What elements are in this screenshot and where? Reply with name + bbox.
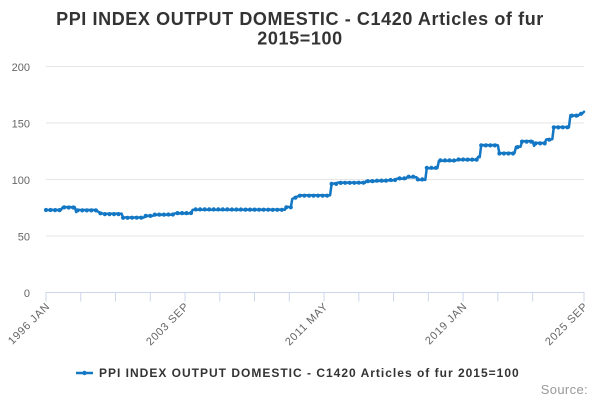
svg-text:150: 150 <box>12 119 30 131</box>
svg-text:PPI INDEX OUTPUT DOMESTIC - C1: PPI INDEX OUTPUT DOMESTIC - C1420 Articl… <box>99 366 520 380</box>
svg-text:PPI INDEX OUTPUT DOMESTIC - C1: PPI INDEX OUTPUT DOMESTIC - C1420 Articl… <box>56 9 544 29</box>
svg-text:200: 200 <box>12 62 30 74</box>
svg-text:2003 SEP: 2003 SEP <box>144 301 191 348</box>
svg-text:2025 SEP: 2025 SEP <box>543 301 590 348</box>
svg-text:2011 MAY: 2011 MAY <box>283 301 331 349</box>
svg-text:2019 JAN: 2019 JAN <box>423 301 470 348</box>
svg-text:50: 50 <box>18 232 30 244</box>
svg-text:1996 JAN: 1996 JAN <box>6 301 53 348</box>
svg-text:Source:: Source: <box>541 382 588 397</box>
svg-text:100: 100 <box>12 175 30 187</box>
svg-text:2015=100: 2015=100 <box>257 29 342 49</box>
svg-text:0: 0 <box>24 288 30 300</box>
